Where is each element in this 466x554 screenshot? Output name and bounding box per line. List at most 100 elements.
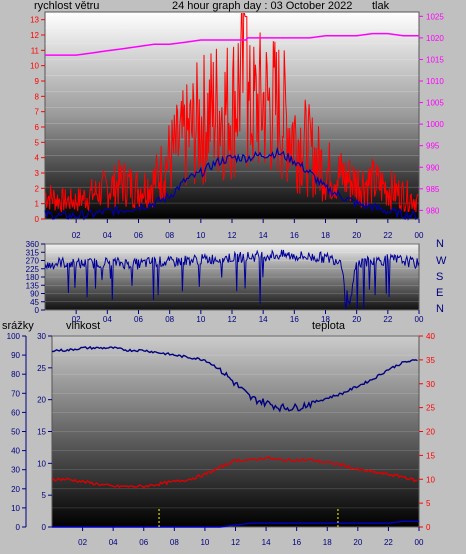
y-left-tick-label: 0 xyxy=(35,215,40,224)
x-tick-label: 20 xyxy=(352,315,361,324)
y-left-tick-label: 5 xyxy=(35,138,40,147)
x-tick-label: 00 xyxy=(415,538,424,547)
x-tick-label: 18 xyxy=(321,315,330,324)
x-tick-label: 20 xyxy=(352,231,361,240)
humidity-label: vlhkost xyxy=(66,320,101,332)
y-right-tick-label: 1025 xyxy=(426,12,444,21)
y-right-tick-label: 980 xyxy=(426,206,440,215)
x-tick-label: 10 xyxy=(200,538,209,547)
y-rain-tick-label: 0 xyxy=(16,523,21,532)
x-tick-label: 06 xyxy=(134,231,143,240)
y-rain-tick-label: 20 xyxy=(11,485,20,494)
y-right-tick-label: 1005 xyxy=(426,99,444,108)
y-tick-label: 135 xyxy=(26,281,40,290)
y-rain-tick-label: 100 xyxy=(7,332,21,341)
x-tick-label: 22 xyxy=(384,538,393,547)
y-left-tick-label: 11 xyxy=(31,46,40,55)
y-temperature-tick-label: 5 xyxy=(426,499,431,508)
y-tick-label: 315 xyxy=(26,248,40,257)
x-tick-label: 10 xyxy=(196,231,205,240)
x-tick-label: 08 xyxy=(170,538,179,547)
y-humidity-tick-label: 15 xyxy=(37,428,46,437)
y-right-tick-label: 990 xyxy=(426,163,440,172)
y-left-tick-label: 4 xyxy=(35,154,40,163)
x-tick-label: 12 xyxy=(228,315,237,324)
y-temperature-tick-label: 10 xyxy=(426,475,435,484)
wind-direction-series xyxy=(44,249,420,310)
y-tick-label: 270 xyxy=(26,257,40,266)
x-tick-label: 08 xyxy=(165,315,174,324)
y-rain-tick-label: 60 xyxy=(11,408,20,417)
y-left-tick-label: 10 xyxy=(30,62,39,71)
x-tick-label: 22 xyxy=(383,315,392,324)
x-tick-label: 02 xyxy=(72,231,81,240)
y-left-tick-label: 1 xyxy=(35,200,40,209)
rain-series xyxy=(52,520,419,528)
temperature-series xyxy=(51,456,418,489)
y-tick-label: 360 xyxy=(26,240,40,249)
y-rain-tick-label: 70 xyxy=(11,389,20,398)
y-temperature-tick-label: 20 xyxy=(426,428,435,437)
y-left-tick-label: 6 xyxy=(35,123,40,132)
y-rain-tick-label: 10 xyxy=(11,504,20,513)
y-right-tick-label: 1015 xyxy=(426,55,444,64)
x-tick-label: 16 xyxy=(290,231,299,240)
y-temperature-tick-label: 35 xyxy=(426,356,435,365)
wind-speed-label: rychlost větru xyxy=(34,0,100,12)
wind-average-series xyxy=(44,146,418,221)
x-tick-label: 16 xyxy=(292,538,301,547)
x-tick-label: 06 xyxy=(139,538,148,547)
y-left-tick-label: 3 xyxy=(35,169,40,178)
temperature-label: teplota xyxy=(312,320,346,332)
y-right-tick-label: 1000 xyxy=(426,120,444,129)
x-tick-label: 14 xyxy=(262,538,271,547)
y-temperature-tick-label: 0 xyxy=(426,523,431,532)
x-tick-label: 12 xyxy=(231,538,240,547)
y-temperature-tick-label: 15 xyxy=(426,451,435,460)
x-tick-label: 02 xyxy=(72,315,81,324)
y-right-tick-label: 985 xyxy=(426,185,440,194)
x-tick-label: 14 xyxy=(259,315,268,324)
y-rain-tick-label: 90 xyxy=(11,351,20,360)
x-tick-label: 18 xyxy=(323,538,332,547)
y-temperature-tick-label: 30 xyxy=(426,380,435,389)
y-left-tick-label: 12 xyxy=(30,31,39,40)
y-left-tick-label: 2 xyxy=(35,184,40,193)
compass-s: S xyxy=(436,271,444,283)
x-tick-label: 22 xyxy=(383,231,392,240)
humidity-series xyxy=(51,345,418,413)
x-tick-label: 04 xyxy=(103,315,112,324)
compass-n-top: N xyxy=(436,238,444,250)
x-tick-label: 16 xyxy=(290,315,299,324)
y-tick-label: 225 xyxy=(26,265,40,274)
wind-speed-series xyxy=(44,13,419,213)
y-temperature-tick-label: 25 xyxy=(426,404,435,413)
y-tick-label: 180 xyxy=(26,273,40,282)
x-tick-label: 18 xyxy=(321,231,330,240)
y-rain-tick-label: 40 xyxy=(11,447,20,456)
x-tick-label: 20 xyxy=(353,538,362,547)
y-temperature-tick-label: 40 xyxy=(426,332,435,341)
y-humidity-tick-label: 10 xyxy=(37,459,46,468)
compass-e: E xyxy=(436,287,444,299)
y-rain-tick-label: 30 xyxy=(11,466,20,475)
y-tick-label: 0 xyxy=(35,306,40,315)
y-left-tick-label: 13 xyxy=(30,16,39,25)
y-humidity-tick-label: 30 xyxy=(37,332,46,341)
y-right-tick-label: 1010 xyxy=(426,77,444,86)
y-humidity-tick-label: 5 xyxy=(42,491,47,500)
y-tick-label: 45 xyxy=(30,298,39,307)
x-tick-label: 00 xyxy=(415,315,424,324)
y-humidity-tick-label: 25 xyxy=(37,364,46,373)
pressure-label: tlak xyxy=(372,0,390,12)
y-left-tick-label: 9 xyxy=(35,77,40,86)
y-left-tick-label: 7 xyxy=(35,108,40,117)
compass-w: W xyxy=(436,255,447,267)
x-tick-label: 12 xyxy=(228,231,237,240)
y-right-tick-label: 995 xyxy=(426,142,440,151)
rain-label: srážky xyxy=(2,320,34,332)
x-tick-label: 14 xyxy=(259,231,268,240)
compass-n-bottom: N xyxy=(436,303,444,315)
